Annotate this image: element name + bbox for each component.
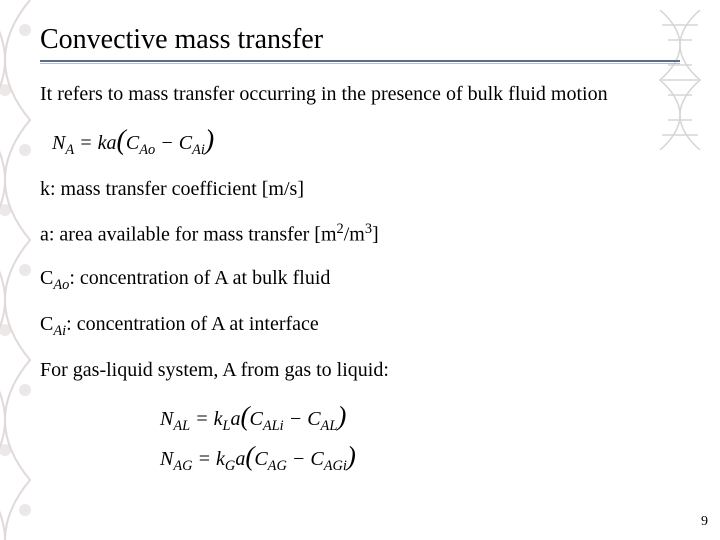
page-number: 9 bbox=[701, 514, 708, 530]
slide-title: Convective mass transfer bbox=[40, 24, 670, 56]
al-c2: C bbox=[307, 408, 320, 430]
ag-minus: − bbox=[287, 448, 311, 470]
def-cao-txt: : concentration of A at bulk fluid bbox=[69, 267, 330, 289]
al-eq: = bbox=[190, 408, 214, 430]
ag-a: a bbox=[235, 448, 245, 470]
eq-open: ( bbox=[117, 125, 126, 156]
def-cai-txt: : concentration of A at interface bbox=[66, 313, 319, 335]
ag-c1-sub: AG bbox=[268, 458, 287, 474]
al-minus: − bbox=[284, 408, 308, 430]
intro-text: It refers to mass transfer occurring in … bbox=[40, 82, 670, 107]
al-n: N bbox=[160, 408, 173, 430]
eq-close: ) bbox=[205, 125, 214, 156]
def-a-sup2: 3 bbox=[365, 221, 372, 237]
al-close: ) bbox=[337, 401, 346, 431]
ag-n-sub: AG bbox=[173, 458, 192, 474]
al-c1: C bbox=[250, 408, 263, 430]
gas-liquid-text: For gas-liquid system, A from gas to liq… bbox=[40, 358, 670, 383]
eq-c1-sub: Ao bbox=[139, 142, 155, 158]
ag-k: k bbox=[216, 448, 225, 470]
eq-equals: = bbox=[79, 132, 98, 154]
def-cai-sym: C bbox=[40, 313, 53, 335]
def-cao: CAo: concentration of A at bulk fluid bbox=[40, 266, 670, 294]
ag-c1: C bbox=[254, 448, 267, 470]
eq-c2: C bbox=[179, 132, 192, 154]
title-underline bbox=[40, 60, 680, 64]
equation-main: NA = ka(CAo − CAi) bbox=[52, 125, 670, 159]
def-a-post: ] bbox=[372, 224, 379, 246]
ag-c2-sub: AGi bbox=[324, 458, 347, 474]
al-a: a bbox=[231, 408, 241, 430]
def-a: a: area available for mass transfer [m2/… bbox=[40, 220, 670, 248]
ag-k-sub: G bbox=[225, 458, 235, 474]
equation-al: NAL = kLa(CALi − CAL) bbox=[160, 401, 670, 435]
def-cai: CAi: concentration of A at interface bbox=[40, 312, 670, 340]
ag-n: N bbox=[160, 448, 173, 470]
al-c1-sub: ALi bbox=[263, 418, 284, 434]
ag-close: ) bbox=[347, 441, 356, 471]
slide-content: Convective mass transfer It refers to ma… bbox=[0, 0, 720, 475]
eq-k: ka bbox=[98, 132, 117, 154]
al-k-sub: L bbox=[223, 418, 231, 434]
al-k: k bbox=[214, 408, 223, 430]
equation-ag: NAG = kGa(CAG − CAGi) bbox=[160, 441, 670, 475]
def-a-sup1: 2 bbox=[337, 221, 344, 237]
ag-c2: C bbox=[310, 448, 323, 470]
eq-lhs-sub: A bbox=[65, 142, 74, 158]
def-a-mid: /m bbox=[344, 224, 365, 246]
def-k: k: mass transfer coefficient [m/s] bbox=[40, 177, 670, 202]
def-cao-sym: C bbox=[40, 267, 53, 289]
def-cai-sub: Ai bbox=[53, 323, 66, 339]
def-cao-sub: Ao bbox=[53, 277, 69, 293]
ag-open: ( bbox=[245, 441, 254, 471]
def-a-pre: a: area available for mass transfer [m bbox=[40, 224, 337, 246]
al-open: ( bbox=[241, 401, 250, 431]
al-c2-sub: AL bbox=[321, 418, 338, 434]
eq-lhs: N bbox=[52, 132, 65, 154]
eq-c2-sub: Ai bbox=[192, 142, 205, 158]
al-n-sub: AL bbox=[173, 418, 190, 434]
eq-c1: C bbox=[126, 132, 139, 154]
eq-minus: − bbox=[155, 132, 179, 154]
ag-eq: = bbox=[193, 448, 217, 470]
